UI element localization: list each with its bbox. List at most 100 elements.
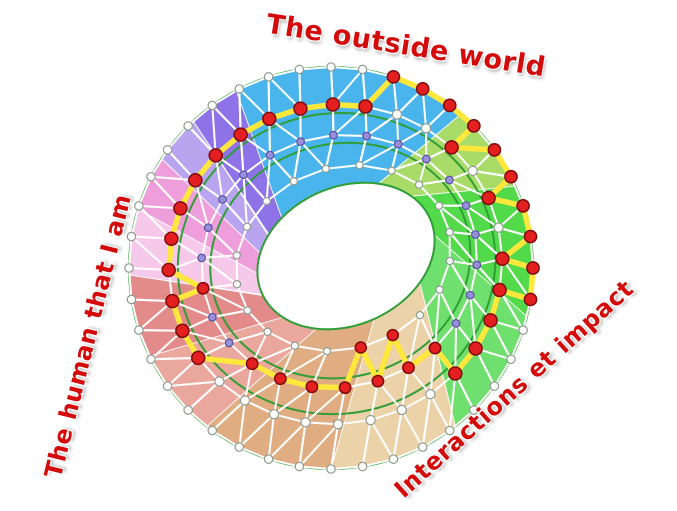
mesh-line <box>448 260 478 266</box>
outer-ring-node <box>124 263 134 273</box>
red-node <box>190 350 206 366</box>
mesh-line <box>448 231 478 266</box>
mesh-line <box>238 413 276 449</box>
mesh-line <box>358 134 368 167</box>
third-ring-node <box>451 319 461 328</box>
mesh-line <box>150 356 200 361</box>
red-node <box>481 190 496 206</box>
mesh-line <box>324 134 335 170</box>
red-node <box>402 361 415 375</box>
mesh-line <box>200 256 238 286</box>
red-node <box>305 380 319 394</box>
third-ring-node <box>218 194 227 204</box>
mesh-line <box>221 198 249 228</box>
outer-ring-node <box>126 231 137 242</box>
inner-ring-node <box>387 166 396 175</box>
second-ring-node <box>425 389 436 400</box>
second-ring-node <box>467 165 478 177</box>
mesh-line <box>454 322 458 375</box>
green-ring <box>209 141 472 380</box>
red-node <box>196 281 210 295</box>
second-ring-node <box>300 417 311 428</box>
second-ring-node <box>365 414 376 426</box>
third-ring-node <box>208 312 217 322</box>
mesh-line <box>279 350 329 380</box>
mesh-line <box>434 288 441 350</box>
third-ring-node <box>224 338 234 348</box>
mesh-line <box>269 154 295 183</box>
outer-ring-node <box>263 454 274 464</box>
red-node <box>466 119 481 133</box>
mesh-line <box>429 347 437 396</box>
inner-ring-node <box>414 180 424 189</box>
second-ring-node <box>239 395 251 406</box>
second-ring-node <box>493 222 504 233</box>
mesh-line <box>469 294 477 350</box>
outer-ring-node <box>506 354 516 365</box>
outer-ring-node <box>126 294 137 305</box>
red-node <box>325 97 341 112</box>
mesh-line <box>150 175 197 182</box>
red-node <box>293 101 308 116</box>
green-ring <box>176 111 497 416</box>
mesh-line <box>448 260 472 297</box>
mesh-line <box>265 154 272 203</box>
mesh-line <box>448 372 457 432</box>
red-node <box>468 341 483 356</box>
inner-ring-node <box>243 306 252 315</box>
mesh-line <box>267 75 302 110</box>
inner-ring-node <box>434 201 444 210</box>
red-node <box>516 199 530 213</box>
mesh-line <box>369 419 395 461</box>
mesh-line <box>214 154 224 201</box>
mesh-line <box>407 314 421 369</box>
third-ring-node <box>444 175 454 185</box>
mesh-line <box>390 158 428 172</box>
mesh-line <box>242 173 249 228</box>
red-node <box>523 292 538 307</box>
mesh-line <box>273 385 313 416</box>
mesh-line <box>194 179 210 229</box>
outer-ring-node <box>234 84 245 94</box>
mesh-line <box>304 386 347 424</box>
outer-ring-node <box>357 461 368 472</box>
outer-ring-node <box>134 325 144 335</box>
mesh-line <box>361 419 372 468</box>
red-node <box>173 201 188 216</box>
mesh-line <box>251 344 296 365</box>
outer-ring-node <box>469 405 479 415</box>
red-node <box>161 262 176 278</box>
second-ring-node <box>420 123 432 134</box>
mesh-line <box>207 226 238 257</box>
third-ring-node <box>472 260 482 270</box>
outer-ring-node <box>207 425 218 436</box>
mesh-line <box>400 366 410 411</box>
mesh-line <box>181 329 231 344</box>
red-node <box>233 127 248 142</box>
mesh-line <box>421 393 432 449</box>
mesh-line <box>137 300 174 332</box>
mesh-line <box>137 329 184 332</box>
mesh-layer <box>127 65 535 471</box>
red-node <box>526 261 540 275</box>
outer-ring-node <box>146 171 156 182</box>
outer-ring-node <box>388 454 399 464</box>
mesh-line <box>292 140 302 183</box>
inner-ring-node <box>290 341 300 350</box>
red-node <box>165 293 180 309</box>
mesh-line <box>211 104 217 157</box>
outer-ring-node <box>207 100 218 111</box>
second-ring-node <box>332 419 344 430</box>
mesh-line <box>465 204 500 229</box>
red-node <box>495 251 510 267</box>
second-ring-node <box>396 404 407 416</box>
outer-ring-node <box>162 381 173 391</box>
red-node <box>442 98 457 113</box>
red-node <box>208 148 223 163</box>
third-ring-node <box>203 223 213 233</box>
inner-ring-node <box>445 227 454 237</box>
red-node <box>386 69 401 84</box>
mesh-line <box>501 257 532 301</box>
inner-ring-node <box>322 346 332 356</box>
